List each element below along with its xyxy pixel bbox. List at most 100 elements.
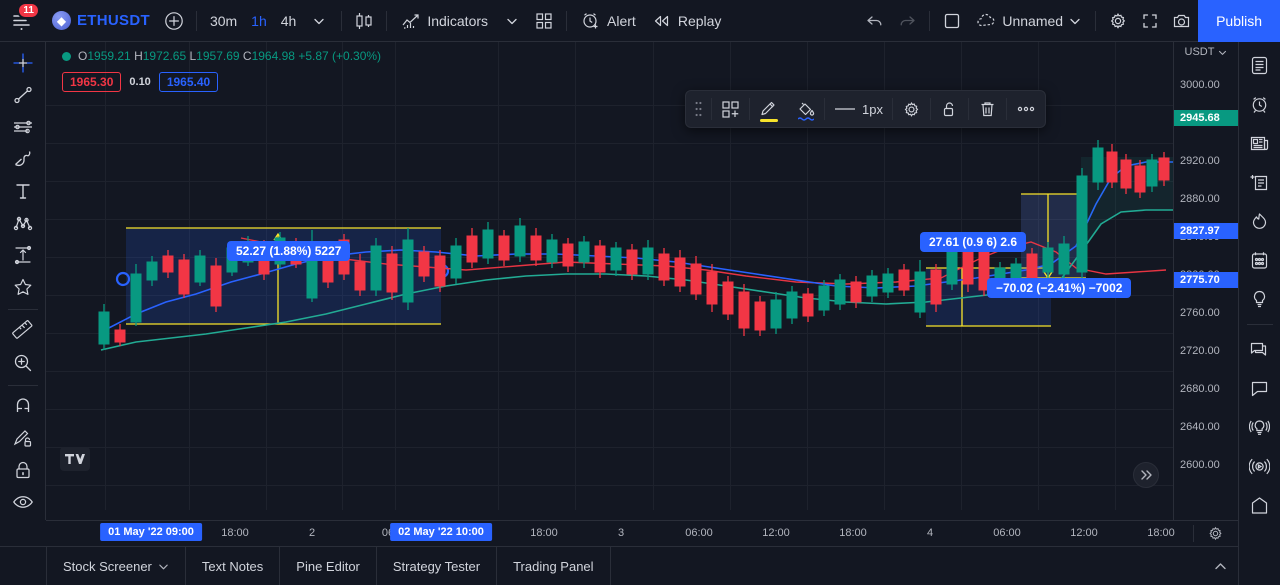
- measure-tooltip-2: 27.61 (0.9 6) 2.6: [920, 232, 1027, 252]
- time-tick: 06:00: [993, 527, 1021, 539]
- timeframe-4h[interactable]: 4h: [280, 12, 297, 29]
- brush-icon[interactable]: [4, 144, 42, 173]
- horizontal-lines-icon[interactable]: [4, 112, 42, 141]
- alert-button[interactable]: Alert: [573, 6, 644, 36]
- zoom-in-icon[interactable]: [4, 348, 42, 377]
- chart-pane[interactable]: O1959.21 H1972.65 L1957.69 C1964.98 +5.8…: [46, 42, 1173, 510]
- ruler-icon[interactable]: [4, 316, 42, 345]
- toolbar-divider: [1095, 10, 1097, 31]
- trend-line-icon[interactable]: [4, 80, 42, 109]
- toolbar-divider: [967, 98, 969, 120]
- time-scale[interactable]: 01 May '22 09:00 18:00 2 06 02 May '22 1…: [46, 520, 1238, 546]
- indicators-dropdown-button[interactable]: [496, 6, 528, 36]
- chart-area[interactable]: O1959.21 H1972.65 L1957.69 C1964.98 +5.8…: [46, 42, 1238, 520]
- toolbar-divider: [711, 98, 712, 120]
- tab-pine-editor[interactable]: Pine Editor: [280, 547, 377, 585]
- saved-layout-button[interactable]: Unnamed: [968, 6, 1089, 36]
- symbol-label: ETHUSDT: [77, 12, 150, 29]
- main-menu-button[interactable]: 11: [0, 0, 44, 42]
- toolbar-divider: [749, 98, 750, 120]
- time-tick: 18:00: [530, 527, 558, 539]
- more-options-icon[interactable]: [1007, 91, 1045, 127]
- tradingview-logo-icon[interactable]: [60, 447, 90, 471]
- notes-icon[interactable]: [1243, 488, 1277, 522]
- background-color-swatch: [797, 117, 814, 121]
- undo-button[interactable]: [859, 6, 891, 36]
- chart-settings-button[interactable]: [1102, 6, 1134, 36]
- hide-drawings-icon[interactable]: [4, 488, 42, 517]
- crosshair-icon[interactable]: [4, 48, 42, 77]
- price-tick: 2760.00: [1180, 307, 1220, 319]
- public-chat-icon[interactable]: [1243, 371, 1277, 405]
- ideas-icon[interactable]: [1243, 282, 1277, 316]
- bottom-panel-bar: Stock Screener Text Notes Pine Editor St…: [0, 546, 1280, 585]
- toolbar-divider: [1246, 324, 1273, 325]
- favorites-star-icon[interactable]: [4, 272, 42, 301]
- chat-icon[interactable]: [1243, 332, 1277, 366]
- timeframe-1h[interactable]: 1h: [251, 12, 267, 29]
- price-scale[interactable]: USDT 3000.00 2960.00 2920.00 2880.00 284…: [1173, 42, 1238, 520]
- symbol-search-button[interactable]: ◆ ETHUSDT: [44, 6, 158, 36]
- time-tick-highlighted: 02 May '22 10:00: [390, 523, 492, 541]
- snapshot-camera-button[interactable]: [1166, 6, 1198, 36]
- top-toolbar: 11 ◆ ETHUSDT 30m 1h 4h Indicators: [0, 0, 1280, 42]
- lock-drawings-icon[interactable]: [4, 424, 42, 453]
- layout-select-button[interactable]: [936, 6, 968, 36]
- camera-icon: [1173, 14, 1190, 27]
- unlock-drawing-icon[interactable]: [931, 91, 968, 127]
- time-tick: 18:00: [221, 527, 249, 539]
- lock-icon[interactable]: [4, 456, 42, 485]
- time-scale-settings-icon[interactable]: [1207, 525, 1224, 542]
- price-tick: 2680.00: [1180, 383, 1220, 395]
- toolbar-divider: [341, 10, 343, 31]
- magnet-icon[interactable]: [4, 392, 42, 421]
- drawing-settings-gear-icon[interactable]: [893, 91, 930, 127]
- tab-trading-panel[interactable]: Trading Panel: [497, 547, 611, 585]
- toolbar-drag-handle[interactable]: [686, 91, 711, 127]
- menu-notification-badge: 11: [17, 1, 40, 19]
- text-icon[interactable]: [4, 176, 42, 205]
- redo-button[interactable]: [891, 6, 923, 36]
- replay-button[interactable]: Replay: [644, 6, 730, 36]
- indicators-label: Indicators: [427, 12, 489, 29]
- tab-strategy-tester[interactable]: Strategy Tester: [377, 547, 498, 585]
- tab-stock-screener[interactable]: Stock Screener: [46, 547, 186, 585]
- line-color-pencil-icon[interactable]: [750, 91, 787, 127]
- watchlist-icon[interactable]: [1243, 48, 1277, 82]
- time-tick: 2: [308, 527, 316, 539]
- delete-drawing-icon[interactable]: [969, 91, 1006, 127]
- price-scale-currency-button[interactable]: USDT: [1174, 42, 1238, 62]
- expand-panel-button[interactable]: [1204, 551, 1236, 581]
- alerts-icon[interactable]: [1243, 87, 1277, 121]
- calendar-icon[interactable]: [1243, 243, 1277, 277]
- patterns-icon[interactable]: [4, 208, 42, 237]
- chart-type-candles-button[interactable]: [348, 6, 380, 36]
- publish-button[interactable]: Publish: [1198, 0, 1280, 42]
- add-symbol-button[interactable]: [158, 6, 190, 36]
- indicators-button[interactable]: Indicators: [393, 6, 496, 36]
- timeframe-30m[interactable]: 30m: [209, 12, 238, 29]
- broadcast-icon[interactable]: [1243, 410, 1277, 444]
- tab-text-notes[interactable]: Text Notes: [186, 547, 281, 585]
- timeframe-dropdown-button[interactable]: [303, 6, 335, 36]
- add-template-icon[interactable]: [712, 91, 749, 127]
- measure-position-icon[interactable]: [4, 240, 42, 269]
- scroll-to-realtime-button[interactable]: [1133, 462, 1159, 488]
- stream-icon[interactable]: [1243, 449, 1277, 483]
- toolbar-divider: [1005, 98, 1007, 120]
- chevron-down-icon: [1219, 50, 1227, 55]
- right-sidebar: [1238, 42, 1280, 585]
- tab-label: Trading Panel: [513, 558, 594, 574]
- line-width-button[interactable]: 1px: [825, 91, 892, 127]
- toolbar-divider: [566, 10, 568, 31]
- chevron-right-double-icon: [1141, 470, 1152, 480]
- indicator-templates-button[interactable]: [528, 6, 560, 36]
- data-window-icon[interactable]: [1243, 165, 1277, 199]
- hotlist-icon[interactable]: [1243, 204, 1277, 238]
- fullscreen-button[interactable]: [1134, 6, 1166, 36]
- background-color-bucket-icon[interactable]: [787, 91, 824, 127]
- tab-label: Pine Editor: [296, 558, 360, 574]
- price-tick: 2920.00: [1180, 155, 1220, 167]
- news-icon[interactable]: [1243, 126, 1277, 160]
- drawing-properties-toolbar[interactable]: 1px: [685, 90, 1046, 128]
